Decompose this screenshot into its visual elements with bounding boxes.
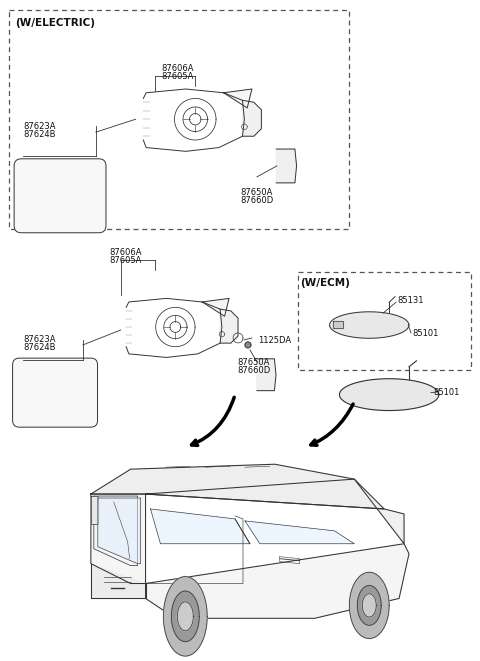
Polygon shape xyxy=(339,379,439,410)
Polygon shape xyxy=(151,509,250,544)
Polygon shape xyxy=(257,359,276,391)
Polygon shape xyxy=(242,100,262,136)
Polygon shape xyxy=(171,591,199,642)
Polygon shape xyxy=(330,312,409,338)
Polygon shape xyxy=(349,572,389,639)
Text: 87606A: 87606A xyxy=(109,249,142,258)
FancyBboxPatch shape xyxy=(12,358,97,427)
Text: (W/ELECTRIC): (W/ELECTRIC) xyxy=(15,18,96,28)
Polygon shape xyxy=(362,594,376,617)
Polygon shape xyxy=(224,89,252,108)
Polygon shape xyxy=(91,496,98,524)
Text: 87660D: 87660D xyxy=(240,196,273,205)
Polygon shape xyxy=(164,576,207,656)
Polygon shape xyxy=(145,544,409,618)
Text: 87650A: 87650A xyxy=(237,358,269,367)
Text: 87605A: 87605A xyxy=(109,256,142,266)
Text: 87650A: 87650A xyxy=(240,188,272,197)
Text: (W/ECM): (W/ECM) xyxy=(300,278,349,288)
Polygon shape xyxy=(245,521,354,544)
Polygon shape xyxy=(276,149,297,183)
Text: 87623A: 87623A xyxy=(23,335,56,344)
Bar xyxy=(298,272,471,369)
Polygon shape xyxy=(98,498,141,564)
Polygon shape xyxy=(91,464,384,509)
Polygon shape xyxy=(245,342,251,348)
Text: 85101: 85101 xyxy=(434,388,460,397)
Polygon shape xyxy=(357,586,381,625)
Polygon shape xyxy=(145,479,404,544)
Polygon shape xyxy=(91,494,145,584)
Bar xyxy=(9,10,349,229)
Text: 87660D: 87660D xyxy=(237,366,270,375)
Polygon shape xyxy=(333,321,343,328)
FancyBboxPatch shape xyxy=(14,159,106,233)
Polygon shape xyxy=(178,602,193,631)
Polygon shape xyxy=(220,309,238,343)
Text: 87623A: 87623A xyxy=(23,122,56,132)
Text: 1125DA: 1125DA xyxy=(258,336,291,345)
Text: 85131: 85131 xyxy=(397,295,423,305)
Text: 87605A: 87605A xyxy=(161,71,193,81)
Text: 87606A: 87606A xyxy=(161,63,193,73)
Polygon shape xyxy=(202,298,229,316)
Text: 87624B: 87624B xyxy=(23,130,56,139)
Text: 87624B: 87624B xyxy=(23,343,56,352)
Text: 85101: 85101 xyxy=(412,329,438,338)
Polygon shape xyxy=(91,564,145,598)
